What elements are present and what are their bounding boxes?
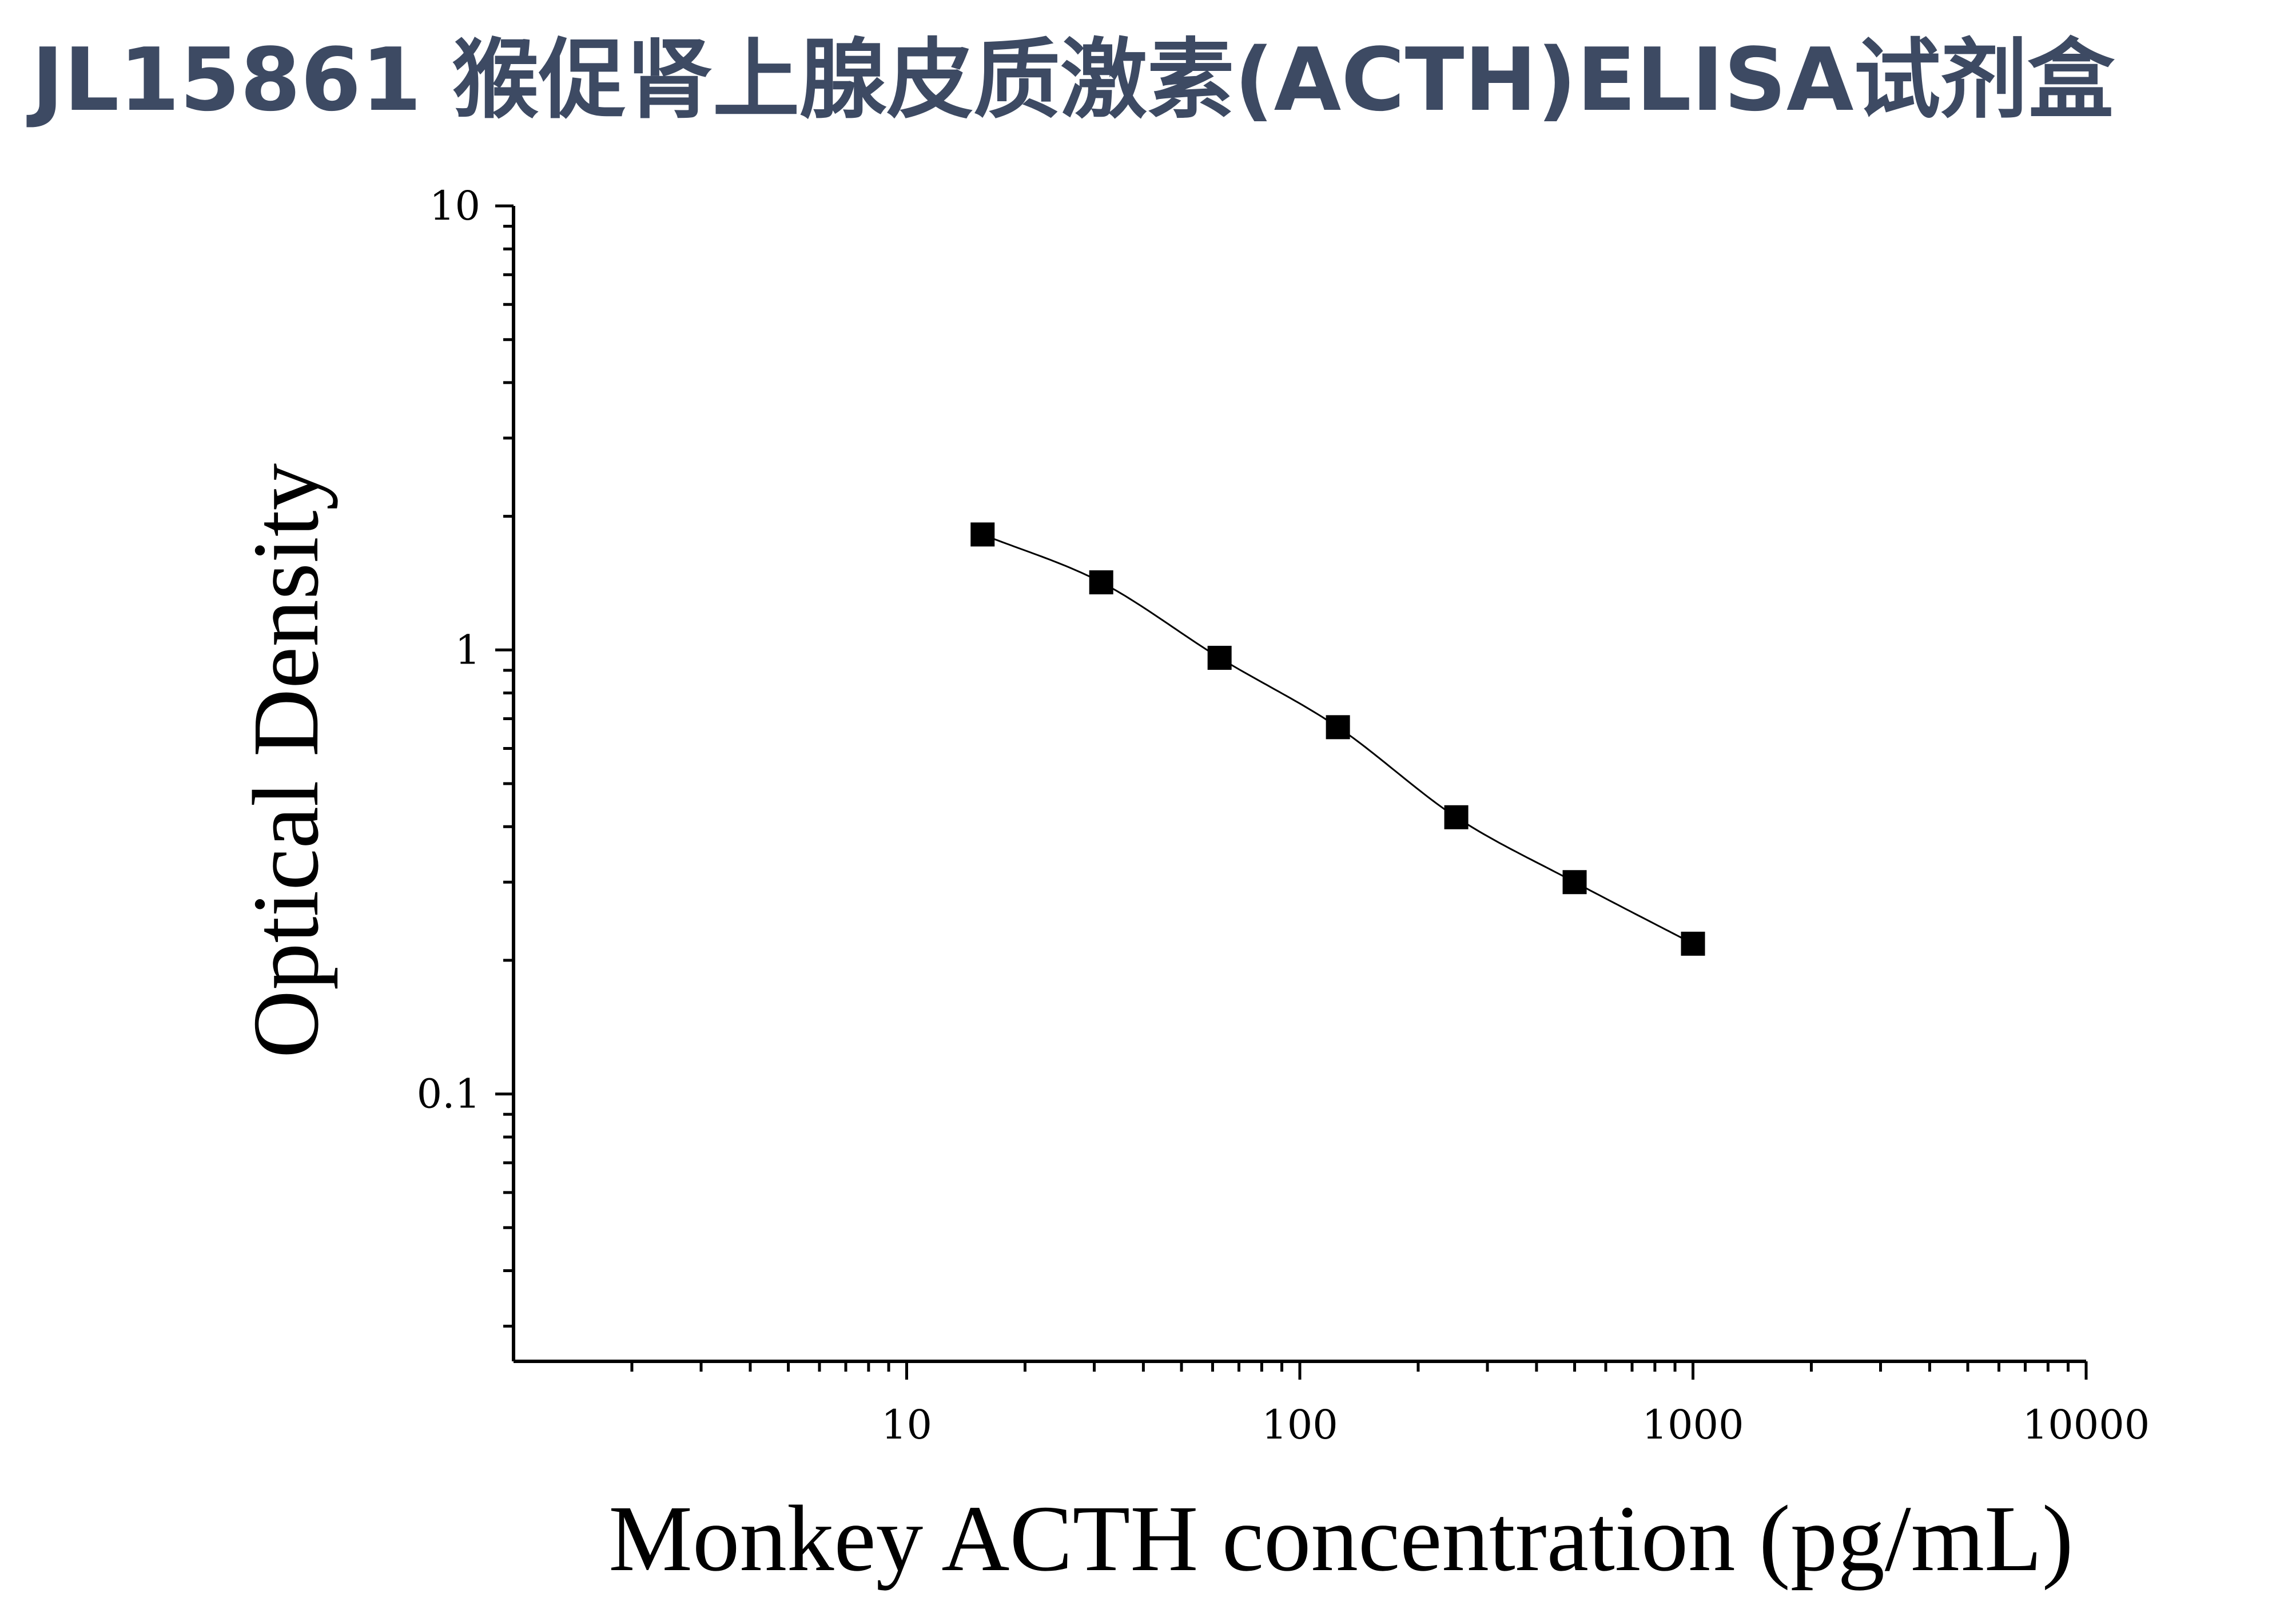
y-axis-title: Optical Density: [233, 463, 338, 1058]
ticks: [495, 204, 2088, 1380]
axes: [512, 206, 2086, 1363]
data-point: [1562, 870, 1587, 895]
x-tick-label: 10: [881, 1401, 932, 1448]
data-points: [970, 522, 1705, 956]
x-tick-label: 1000: [1642, 1401, 1744, 1448]
x-tick-label: 10000: [2023, 1401, 2150, 1448]
data-point: [1326, 715, 1350, 740]
x-axis-title: Monkey ACTH concentration (pg/mL): [608, 1486, 2074, 1591]
data-point: [1681, 931, 1705, 956]
y-tick-label: 1: [455, 626, 480, 673]
data-point: [1089, 570, 1113, 595]
data-point: [1444, 805, 1469, 829]
x-tick-label: 100: [1262, 1401, 1338, 1448]
y-tick-label: 10: [429, 182, 480, 229]
tick-labels: 10 100 1000 10000 0.1 1 10: [417, 182, 2150, 1448]
data-point: [970, 522, 995, 547]
data-point: [1207, 646, 1232, 670]
y-tick-label: 0.1: [417, 1071, 480, 1118]
page-title: JL15861 猴促肾上腺皮质激素(ACTH)ELISA试剂盒: [31, 29, 2115, 130]
